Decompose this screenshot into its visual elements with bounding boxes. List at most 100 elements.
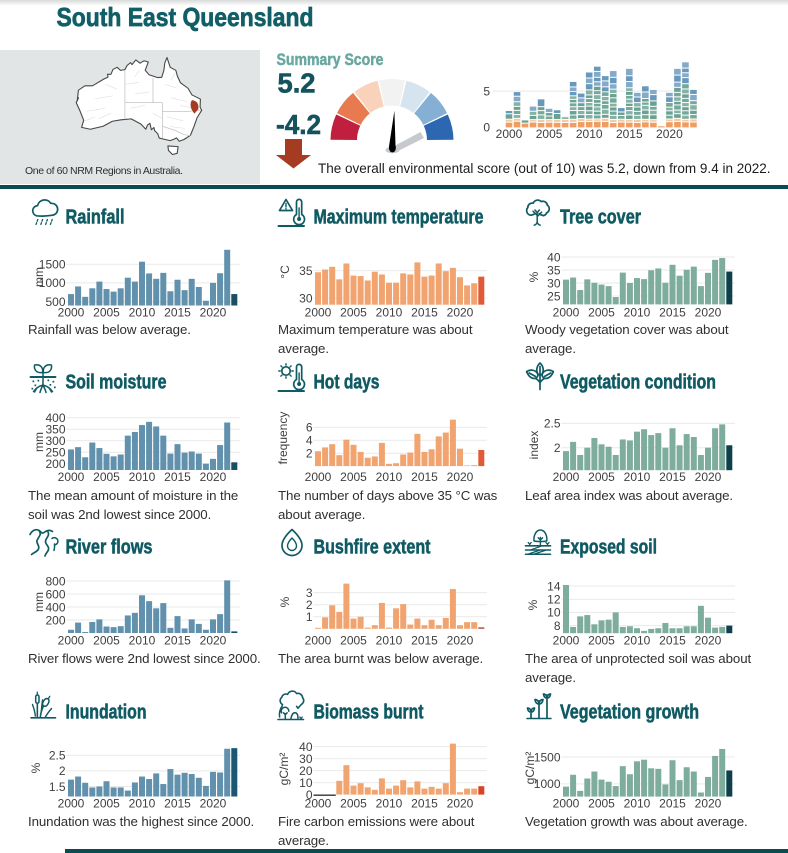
- svg-text:mm: mm: [32, 592, 46, 612]
- svg-text:2020: 2020: [200, 470, 227, 484]
- svg-text:2020: 2020: [695, 634, 722, 648]
- svg-text:2015: 2015: [164, 634, 191, 648]
- svg-text:2020: 2020: [447, 470, 474, 484]
- svg-text:3: 3: [306, 586, 313, 600]
- svg-text:10: 10: [547, 606, 561, 620]
- svg-text:300: 300: [45, 434, 65, 448]
- svg-text:2005: 2005: [588, 306, 615, 320]
- svg-text:200: 200: [45, 457, 65, 471]
- svg-text:frequency: frequency: [276, 412, 290, 465]
- svg-text:2.5: 2.5: [544, 417, 561, 431]
- svg-text:%: %: [526, 599, 540, 610]
- svg-text:2015: 2015: [616, 127, 643, 141]
- svg-text:gC/m²: gC/m²: [277, 753, 291, 786]
- svg-text:2010: 2010: [624, 634, 651, 648]
- svg-text:Hot days: Hot days: [314, 372, 380, 394]
- svg-text:8: 8: [554, 619, 561, 633]
- svg-text:2010: 2010: [129, 797, 156, 811]
- svg-text:2015: 2015: [659, 470, 686, 484]
- svg-text:2020: 2020: [695, 306, 722, 320]
- svg-text:mm: mm: [32, 432, 46, 452]
- svg-text:2015: 2015: [659, 634, 686, 648]
- svg-text:index: index: [527, 431, 541, 460]
- svg-text:2000: 2000: [496, 127, 523, 141]
- svg-text:4: 4: [306, 434, 313, 448]
- svg-text:1500: 1500: [39, 258, 66, 272]
- svg-text:2020: 2020: [695, 470, 722, 484]
- svg-text:2015: 2015: [411, 470, 438, 484]
- svg-text:-4.2: -4.2: [276, 109, 321, 140]
- svg-text:2015: 2015: [164, 470, 191, 484]
- svg-text:20: 20: [299, 764, 313, 778]
- svg-text:0: 0: [306, 788, 313, 802]
- svg-text:400: 400: [45, 411, 65, 425]
- svg-text:2015: 2015: [659, 797, 686, 811]
- svg-text:2010: 2010: [129, 306, 156, 320]
- svg-text:2010: 2010: [129, 470, 156, 484]
- svg-text:35: 35: [299, 264, 313, 278]
- svg-text:Exposed soil: Exposed soil: [560, 537, 657, 559]
- svg-text:2000: 2000: [58, 797, 85, 811]
- svg-text:1000: 1000: [534, 777, 561, 791]
- svg-text:2015: 2015: [659, 306, 686, 320]
- svg-text:2005: 2005: [93, 797, 120, 811]
- svg-text:30: 30: [299, 752, 313, 766]
- svg-text:2015: 2015: [411, 306, 438, 320]
- svg-text:40: 40: [299, 740, 313, 754]
- svg-text:2020: 2020: [200, 797, 227, 811]
- svg-text:2: 2: [306, 447, 313, 461]
- svg-text:Bushfire extent: Bushfire extent: [314, 537, 431, 559]
- svg-text:1.5: 1.5: [49, 780, 66, 794]
- svg-text:2: 2: [306, 598, 313, 612]
- svg-text:2000: 2000: [58, 470, 85, 484]
- svg-text:2010: 2010: [576, 127, 603, 141]
- svg-text:14: 14: [547, 579, 561, 593]
- svg-text:400: 400: [45, 600, 65, 614]
- svg-text:600: 600: [45, 587, 65, 601]
- svg-text:200: 200: [45, 613, 65, 627]
- svg-text:2020: 2020: [447, 797, 474, 811]
- svg-text:2000: 2000: [58, 306, 85, 320]
- svg-text:6: 6: [306, 421, 313, 435]
- svg-text:12: 12: [547, 593, 561, 607]
- svg-text:2005: 2005: [536, 127, 563, 141]
- svg-text:%: %: [29, 762, 43, 773]
- svg-text:0: 0: [483, 121, 490, 135]
- svg-text:Rainfall: Rainfall: [66, 207, 125, 229]
- svg-text:2000: 2000: [58, 634, 85, 648]
- svg-text:2000: 2000: [553, 306, 580, 320]
- svg-text:2005: 2005: [340, 306, 367, 320]
- svg-text:2000: 2000: [553, 470, 580, 484]
- svg-text:2: 2: [59, 764, 66, 778]
- svg-text:Tree cover: Tree cover: [560, 207, 641, 229]
- svg-text:5: 5: [483, 84, 490, 98]
- svg-text:2000: 2000: [305, 306, 332, 320]
- svg-text:35: 35: [547, 263, 561, 277]
- svg-text:2.5: 2.5: [49, 749, 66, 763]
- svg-text:South East Queensland: South East Queensland: [57, 2, 314, 32]
- svg-text:mm: mm: [32, 267, 46, 287]
- svg-text:2015: 2015: [411, 797, 438, 811]
- svg-text:Vegetation growth: Vegetation growth: [560, 702, 699, 724]
- svg-text:2020: 2020: [695, 797, 722, 811]
- svg-text:30: 30: [547, 276, 561, 290]
- svg-text:%: %: [278, 596, 292, 607]
- svg-text:2010: 2010: [624, 306, 651, 320]
- svg-text:2005: 2005: [588, 634, 615, 648]
- svg-text:2005: 2005: [340, 797, 367, 811]
- svg-text:10: 10: [299, 776, 313, 790]
- svg-text:800: 800: [45, 574, 65, 588]
- svg-text:5.2: 5.2: [278, 68, 316, 99]
- svg-text:1500: 1500: [534, 750, 561, 764]
- svg-text:Summary Score: Summary Score: [277, 51, 384, 69]
- svg-text:°C: °C: [278, 265, 292, 279]
- svg-text:2000: 2000: [305, 470, 332, 484]
- svg-text:2020: 2020: [200, 306, 227, 320]
- svg-text:350: 350: [45, 423, 65, 437]
- svg-text:2010: 2010: [376, 797, 403, 811]
- svg-text:2015: 2015: [164, 306, 191, 320]
- svg-text:1: 1: [306, 610, 313, 624]
- svg-text:2020: 2020: [656, 127, 683, 141]
- svg-text:2000: 2000: [305, 634, 332, 648]
- svg-text:2005: 2005: [93, 634, 120, 648]
